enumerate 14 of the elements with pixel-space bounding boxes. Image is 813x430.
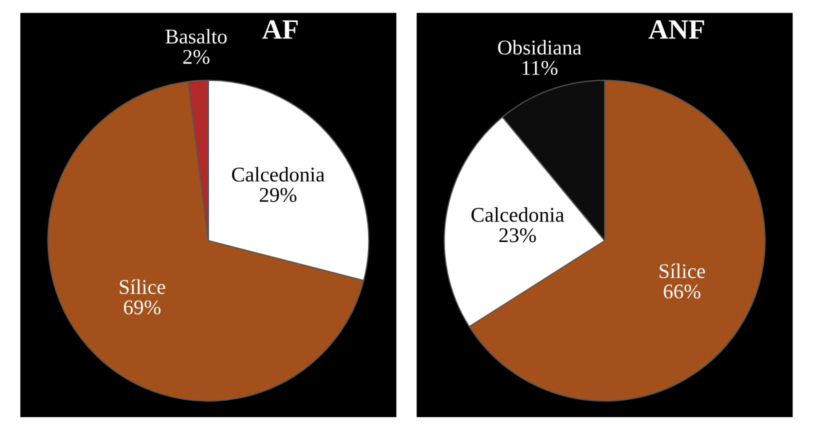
slice-label: Calcedonia: [472, 207, 564, 222]
slice-label: Calcedonia: [232, 166, 325, 182]
chart-title: AF: [262, 20, 298, 39]
data-label: 29%: [260, 188, 296, 202]
data-label: 23%: [499, 228, 536, 242]
chart-title: ANF: [648, 20, 704, 39]
slice-label: Sílice: [120, 279, 166, 294]
data-label: 66%: [664, 284, 700, 299]
slice-label: Basalto: [166, 28, 227, 44]
slice-label: Obsidiana: [498, 40, 582, 55]
data-label: 11%: [522, 60, 558, 76]
data-label: 69%: [124, 300, 161, 314]
slice-label: Sílice: [660, 264, 705, 278]
data-label: 2%: [183, 50, 210, 64]
